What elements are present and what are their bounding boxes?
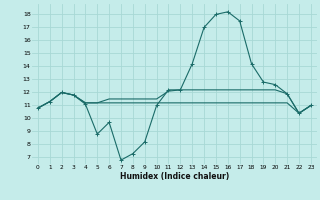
X-axis label: Humidex (Indice chaleur): Humidex (Indice chaleur) xyxy=(120,172,229,181)
